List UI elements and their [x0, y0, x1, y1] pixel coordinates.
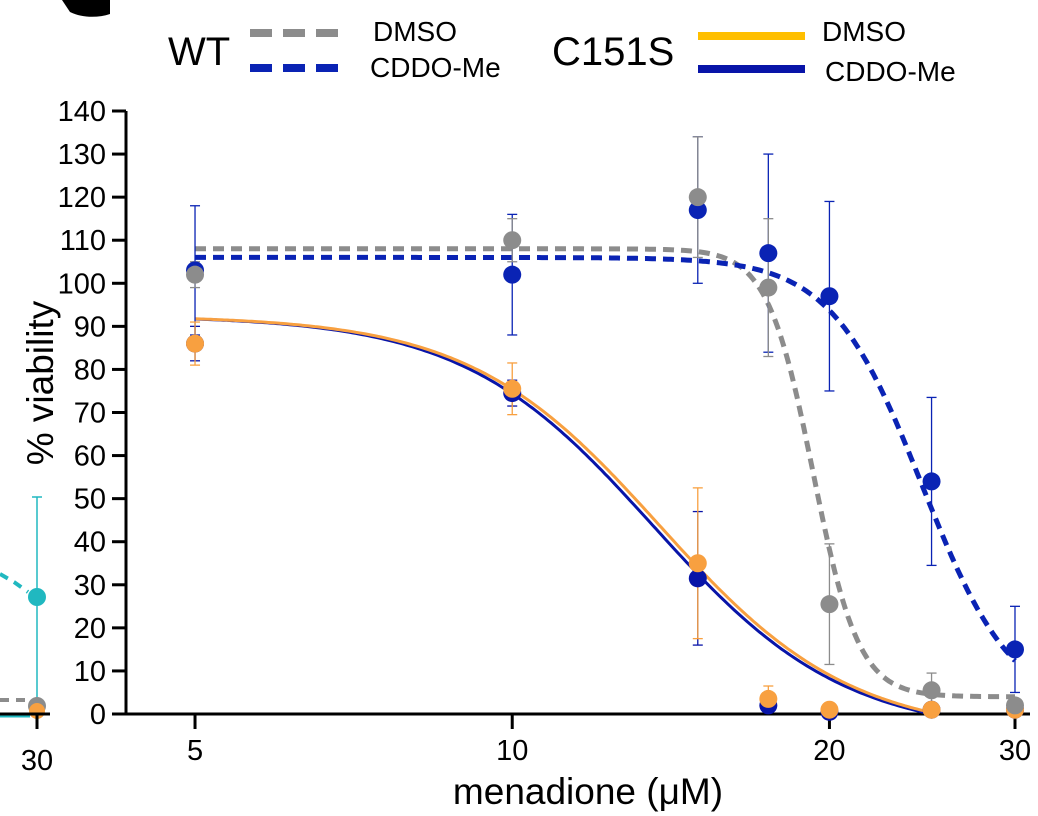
data-point-wt-cddo	[922, 472, 941, 491]
y-tick-label: 120	[58, 182, 106, 214]
y-tick-label: 110	[60, 225, 106, 257]
data-point-wt-dmso	[759, 278, 778, 297]
data-point-c151s-dmso	[922, 700, 941, 719]
y-tick-label: 100	[58, 268, 106, 300]
x-tick-label: 5	[187, 735, 203, 767]
data-point-c151s-dmso	[759, 689, 778, 708]
x-tick-label: 30	[999, 735, 1031, 767]
data-point-c151s-dmso	[503, 379, 522, 398]
data-point-wt-dmso	[1005, 696, 1024, 715]
x-tick-label: 20	[813, 735, 845, 767]
x-tick-label: 10	[496, 735, 528, 767]
data-point-wt-dmso	[688, 188, 707, 207]
data-point-wt-cddo	[1005, 640, 1024, 659]
y-axis-label: % viability	[20, 300, 61, 465]
left-teal-dashed-line	[0, 572, 30, 594]
data-point-wt-cddo	[503, 265, 522, 284]
axes: 0 10 20 30 40 50 60 70 80 90 100 110 120 130 140 5 10 20…	[20, 96, 1031, 812]
y-tick-label: 130	[58, 139, 106, 171]
data-point-c151s-dmso	[186, 334, 205, 353]
fit-curve-wt-cddo	[195, 254, 1017, 663]
y-ticks: 0 10 20 30 40 50 60 70 80 90 100 110 120 130 140	[58, 96, 126, 731]
data-point-wt-dmso	[186, 265, 205, 284]
y-tick-label: 40	[74, 527, 106, 559]
left-x-tick-label: 30	[21, 745, 53, 777]
legend-group-c151s: C151S	[552, 30, 674, 74]
data-point-wt-dmso	[922, 681, 941, 700]
data-point-wt-cddo	[820, 287, 839, 306]
fit-curve-c151s-dmso	[194, 317, 937, 716]
fit-curve-wt-dmso	[195, 246, 1015, 700]
y-tick-label: 80	[74, 354, 106, 386]
data-point-c151s-dmso	[820, 700, 839, 719]
y-tick-label: 30	[74, 570, 106, 602]
y-tick-label: 0	[90, 699, 106, 731]
y-tick-label: 60	[74, 441, 106, 473]
panel-letter-fragment	[62, 0, 110, 17]
data-point-wt-dmso	[820, 595, 839, 614]
y-tick-label: 10	[74, 656, 106, 688]
left-teal-point	[28, 588, 46, 606]
x-ticks: 5 10 20 30	[187, 714, 1031, 767]
y-tick-label: 50	[74, 484, 106, 516]
legend-label-wt-dmso: DMSO	[373, 16, 457, 47]
legend: WT DMSO CDDO-Me C151S DMSO CDDO-Me	[168, 16, 956, 87]
data-point-wt-dmso	[503, 231, 522, 250]
legend-group-wt: WT	[168, 30, 230, 74]
data-point-c151s-dmso	[688, 554, 707, 573]
y-tick-label: 20	[74, 613, 106, 645]
legend-label-c151s-dmso: DMSO	[822, 16, 906, 47]
data-point-wt-cddo	[759, 244, 778, 263]
x-axis-label: menadione (μM)	[453, 771, 723, 812]
y-tick-label: 70	[74, 398, 106, 430]
legend-label-c151s-cddo: CDDO-Me	[825, 56, 956, 87]
data-point-wt-cddo	[688, 201, 707, 220]
data-points	[186, 188, 1024, 721]
left-panel-fragment: 30	[0, 496, 53, 777]
data-point-c151s-cddo	[688, 569, 707, 588]
legend-label-wt-cddo: CDDO-Me	[370, 52, 501, 83]
fit-curves	[194, 246, 1017, 716]
y-tick-label: 90	[74, 311, 106, 343]
fit-curve-c151s-cddo	[194, 317, 931, 716]
y-tick-label: 140	[58, 96, 106, 128]
